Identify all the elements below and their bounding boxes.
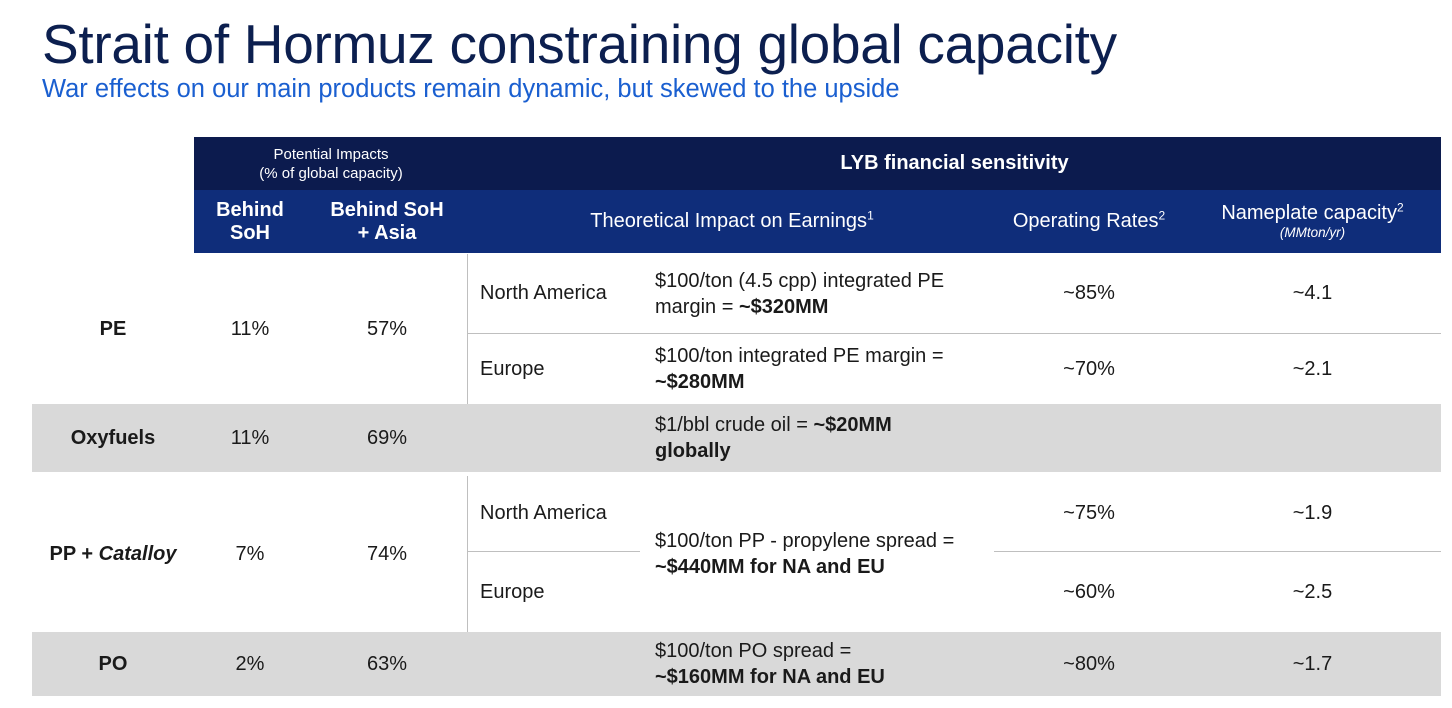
po-impact: $100/ton PO spread = ~$160MM for NA and … (655, 632, 990, 696)
pp-na-region: North America (480, 502, 607, 524)
lyb-sensitivity-title: LYB financial sensitivity (840, 152, 1069, 174)
col-behind-soh-header: Behind SoH (194, 190, 306, 253)
oxyfuels-behind-soh-asia: 69% (366, 426, 408, 449)
oxyfuels-impact: $1/bbl crude oil = ~$20MM globally (655, 404, 990, 472)
col-nameplate-label: Nameplate capacity (1221, 202, 1397, 224)
pe-eu-operating: ~70% (1063, 357, 1115, 380)
col-operating-header: Operating Rates2 (994, 190, 1184, 253)
lyb-sensitivity-header: LYB financial sensitivity (468, 137, 1441, 190)
product-pp-catalloy: PP + Catalloy (32, 476, 194, 632)
potential-impacts-title: Potential Impacts (273, 145, 389, 163)
col-behind-soh-asia-header: Behind SoH + Asia (306, 190, 468, 253)
footnote-1: 1 (867, 208, 874, 223)
pp-impact: $100/ton PP - propylene spread = ~$440MM… (655, 476, 990, 632)
pp-row-divider-right (994, 551, 1441, 552)
pe-behind-soh: 11% (230, 317, 270, 340)
po-capacity: ~1.7 (1292, 652, 1333, 675)
pp-region-divider (467, 476, 468, 632)
pe-na-impact-value: ~$320MM (738, 295, 829, 318)
col-nameplate-header: Nameplate capacity2 (MMton/yr) (1184, 190, 1441, 253)
pe-behind-soh-asia: 57% (366, 317, 408, 340)
pe-na-region: North America (480, 282, 607, 304)
product-pe: PE (99, 317, 127, 340)
footnote-2: 2 (1158, 208, 1166, 223)
potential-impacts-subtitle: (% of global capacity) (259, 164, 403, 182)
pp-behind-soh-asia: 74% (366, 542, 408, 565)
pp-behind-soh: 7% (235, 542, 265, 565)
pp-eu-region: Europe (480, 580, 545, 603)
pe-eu-region: Europe (480, 357, 545, 380)
pp-na-capacity: ~1.9 (1292, 502, 1333, 524)
pe-region-divider (467, 254, 468, 404)
col-theoretical-label: Theoretical Impact on Earnings (590, 210, 868, 232)
page-title: Strait of Hormuz constraining global cap… (42, 13, 1117, 75)
po-row-bg (32, 632, 1441, 696)
oxyfuels-behind-soh: 11% (230, 426, 270, 449)
pe-row-divider (468, 333, 1441, 334)
product-po: PO (98, 652, 128, 675)
pe-eu-capacity: ~2.1 (1292, 357, 1333, 380)
oxyfuels-row-bg (32, 404, 1441, 472)
pp-row-divider-left (468, 551, 640, 552)
col-behind-soh-asia-label: Behind SoH + Asia (330, 198, 444, 244)
po-operating: ~80% (1063, 652, 1115, 675)
oxyfuels-impact-text: $1/bbl crude oil = (655, 414, 814, 436)
po-impact-value: ~$160MM for NA and EU (655, 666, 885, 688)
pe-na-operating: ~85% (1063, 282, 1115, 304)
col-operating-label: Operating Rates (1012, 210, 1159, 232)
page-subtitle: War effects on our main products remain … (42, 75, 900, 103)
pe-eu-impact-text: $100/ton integrated PE margin = (655, 345, 944, 367)
pp-eu-operating: ~60% (1063, 580, 1115, 603)
pe-eu-impact-value: ~$280MM (655, 371, 745, 393)
potential-impacts-header: Potential Impacts (% of global capacity) (194, 137, 468, 190)
col-behind-soh-label: Behind SoH (216, 198, 284, 244)
product-catalloy-label: Catalloy (98, 542, 177, 565)
pe-na-capacity: ~4.1 (1292, 282, 1333, 304)
pe-na-impact: $100/ton (4.5 cpp) integrated PE margin … (655, 254, 990, 333)
pp-eu-capacity: ~2.5 (1292, 580, 1333, 603)
pe-na-impact-text: $100/ton (4.5 cpp) integrated PE margin … (655, 269, 945, 318)
footnote-2b: 2 (1396, 200, 1404, 215)
product-oxyfuels: Oxyfuels (70, 426, 156, 449)
pp-impact-text: $100/ton PP - propylene spread = (655, 530, 955, 552)
product-pp-label: PP + (49, 542, 99, 565)
po-impact-text: $100/ton PO spread = (655, 640, 852, 662)
col-theoretical-header: Theoretical Impact on Earnings1 (468, 190, 994, 253)
pp-impact-value: ~$440MM for NA and EU (655, 556, 885, 578)
po-behind-soh: 2% (235, 652, 265, 675)
pp-na-operating: ~75% (1063, 502, 1115, 524)
po-behind-soh-asia: 63% (366, 652, 408, 675)
oxyfuels-impact-value: ~$20MM globally (655, 414, 892, 462)
col-nameplate-unit: (MMton/yr) (1279, 225, 1346, 240)
pe-eu-impact: $100/ton integrated PE margin = ~$280MM (655, 334, 990, 404)
